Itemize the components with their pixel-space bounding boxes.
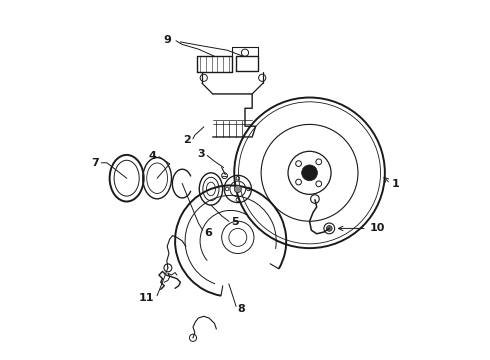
Circle shape [302, 165, 318, 181]
Text: 7: 7 [91, 158, 99, 168]
Circle shape [234, 185, 242, 193]
Text: 9: 9 [164, 35, 171, 45]
Text: 3: 3 [197, 149, 205, 159]
Text: 6: 6 [204, 228, 212, 238]
Text: 4: 4 [148, 150, 156, 161]
Text: 5: 5 [231, 217, 239, 227]
Text: 1: 1 [392, 179, 400, 189]
Text: 8: 8 [237, 304, 245, 314]
Circle shape [326, 226, 332, 231]
Text: 2: 2 [183, 135, 191, 145]
Text: 10: 10 [370, 224, 385, 233]
Text: 11: 11 [139, 293, 155, 303]
